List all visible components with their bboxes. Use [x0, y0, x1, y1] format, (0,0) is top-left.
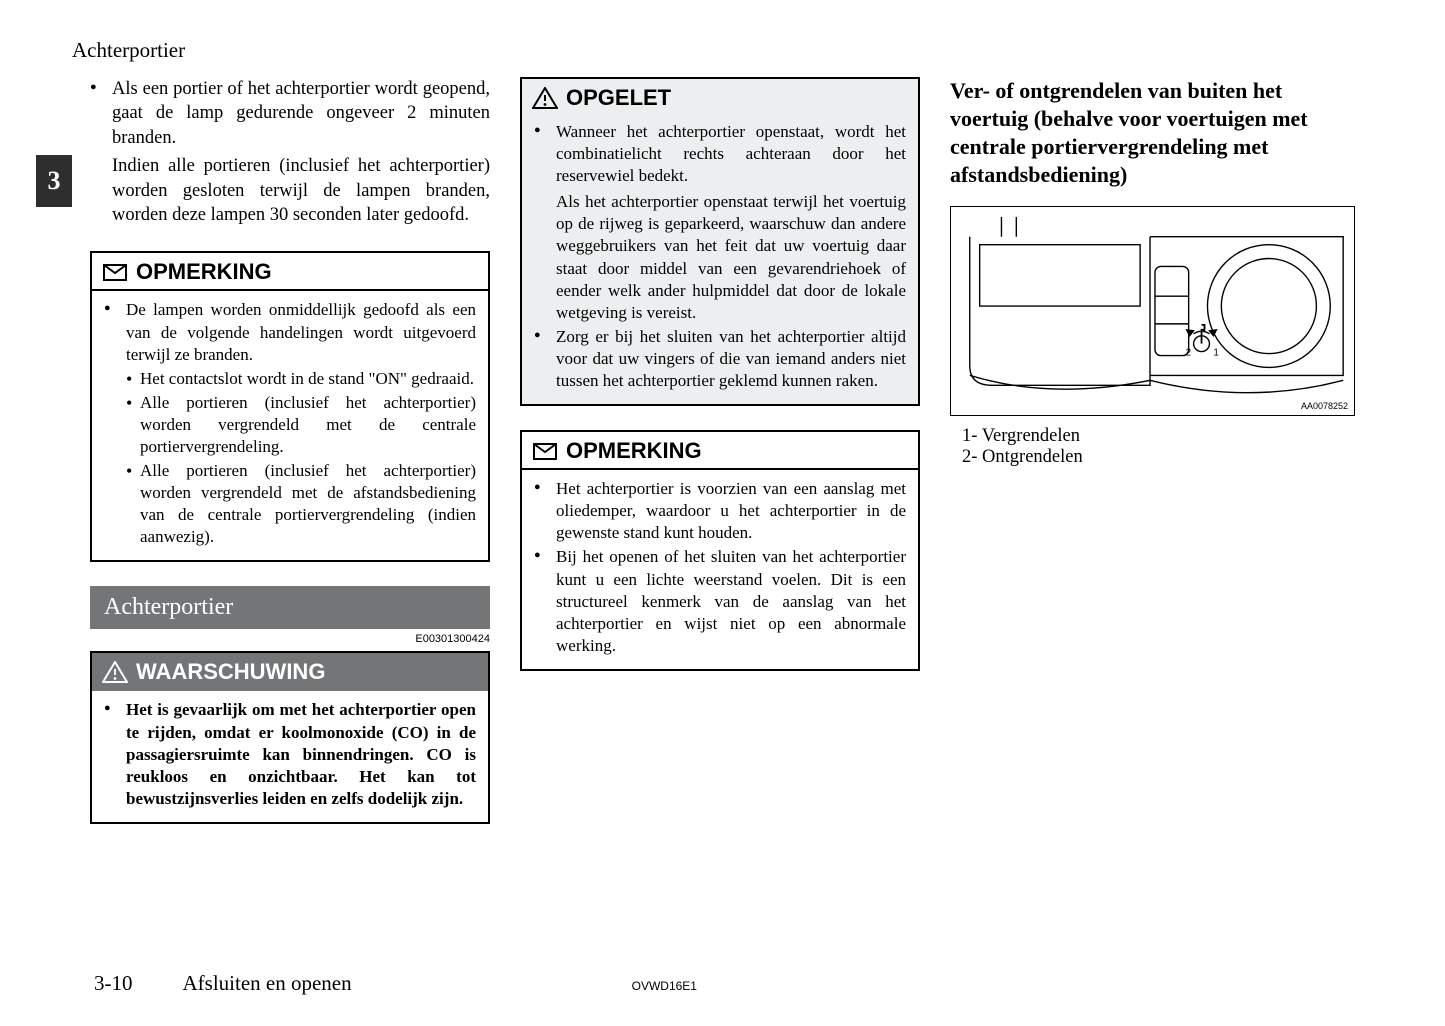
warning-text: Het is gevaarlijk om met het achterporti… — [126, 699, 476, 809]
right-heading: Ver- of ontgrendelen van buiten het voer… — [950, 77, 1355, 190]
column-2: OPGELET Wanneer het achterportier openst… — [520, 77, 920, 824]
opmerking-callout-2: OPMERKING Het achterportier is voorzien … — [520, 430, 920, 671]
opgelet-title: OPGELET — [566, 85, 671, 111]
opmerking2-b2: Bij het openen of het sluiten van het ac… — [556, 546, 906, 656]
warning-body: Het is gevaarlijk om met het achterporti… — [92, 691, 488, 821]
opmerking-item-3: Alle portieren (inclusief het achterport… — [140, 460, 476, 548]
opmerking2-b1: Het achterportier is voorzien van een aa… — [556, 478, 906, 544]
opmerking-body: De lampen worden onmiddellijk gedoofd al… — [92, 291, 488, 560]
opmerking2-body: Het achterportier is voorzien van een aa… — [522, 470, 918, 669]
legend-1: 1- Vergrendelen — [962, 426, 1355, 447]
vehicle-illustration: 2 1 — [951, 207, 1354, 415]
opmerking-item-2: Alle portieren (inclusief het achterport… — [140, 392, 476, 458]
opgelet-callout: OPGELET Wanneer het achterportier openst… — [520, 77, 920, 406]
legend-2: 2- Ontgrendelen — [962, 447, 1355, 468]
page-footer: 3-10 Afsluiten en openen OVWD16E1 — [94, 971, 1385, 996]
opmerking-item-1: Het contactslot wordt in de stand "ON" g… — [140, 368, 476, 390]
column-1: Als een portier of het achterportier wor… — [90, 77, 490, 824]
opmerking2-header: OPMERKING — [522, 432, 918, 470]
opmerking2-title: OPMERKING — [566, 438, 702, 464]
running-header: Achterportier — [72, 38, 1385, 63]
opmerking-lead-text: De lampen worden onmiddellijk gedoofd al… — [126, 300, 476, 363]
intro-bullet: Als een portier of het achterportier wor… — [112, 77, 490, 227]
caution-icon — [532, 87, 558, 109]
chapter-tab: 3 — [36, 155, 72, 207]
warning-title: WAARSCHUWING — [136, 659, 325, 685]
opgelet-bullet-2: Zorg er bij het sluiten van het achterpo… — [556, 326, 906, 392]
section-refcode: E00301300424 — [90, 633, 490, 645]
figure-legend: 1- Vergrendelen 2- Ontgrendelen — [950, 426, 1355, 468]
opgelet-bullet-1: Wanneer het achterportier openstaat, wor… — [556, 121, 906, 324]
page-number: 3-10 — [94, 971, 133, 996]
note-icon — [102, 261, 128, 283]
footer-title: Afsluiten en openen — [183, 971, 352, 996]
vehicle-figure: 2 1 AA0078252 — [950, 206, 1355, 416]
opmerking-callout-1: OPMERKING De lampen worden onmiddellijk … — [90, 251, 490, 562]
intro-bullet-text: Als een portier of het achterportier wor… — [112, 79, 490, 148]
warning-header: WAARSCHUWING — [92, 653, 488, 691]
warning-callout: WAARSCHUWING Het is gevaarlijk om met he… — [90, 651, 490, 823]
opmerking-lead: De lampen worden onmiddellijk gedoofd al… — [126, 299, 476, 548]
opgelet-header: OPGELET — [522, 79, 918, 113]
opmerking-title: OPMERKING — [136, 259, 272, 285]
opgelet-b1-p2: Als het achterportier openstaat terwijl … — [556, 191, 906, 324]
svg-text:2: 2 — [1186, 347, 1192, 358]
opgelet-body: Wanneer het achterportier openstaat, wor… — [522, 113, 918, 404]
section-title-bar: Achterportier — [90, 586, 490, 629]
opmerking-header: OPMERKING — [92, 253, 488, 291]
content-columns: Als een portier of het achterportier wor… — [90, 77, 1385, 824]
footer-code: OVWD16E1 — [632, 979, 697, 993]
opgelet-b1-text: Wanneer het achterportier openstaat, wor… — [556, 122, 906, 185]
svg-text:1: 1 — [1213, 347, 1219, 358]
figure-code: AA0078252 — [1301, 401, 1348, 411]
intro-followup: Indien alle portieren (inclusief het ach… — [112, 154, 490, 227]
note-icon — [532, 440, 558, 462]
intro-block: Als een portier of het achterportier wor… — [90, 77, 490, 227]
column-3: Ver- of ontgrendelen van buiten het voer… — [950, 77, 1355, 824]
warning-icon — [102, 661, 128, 683]
